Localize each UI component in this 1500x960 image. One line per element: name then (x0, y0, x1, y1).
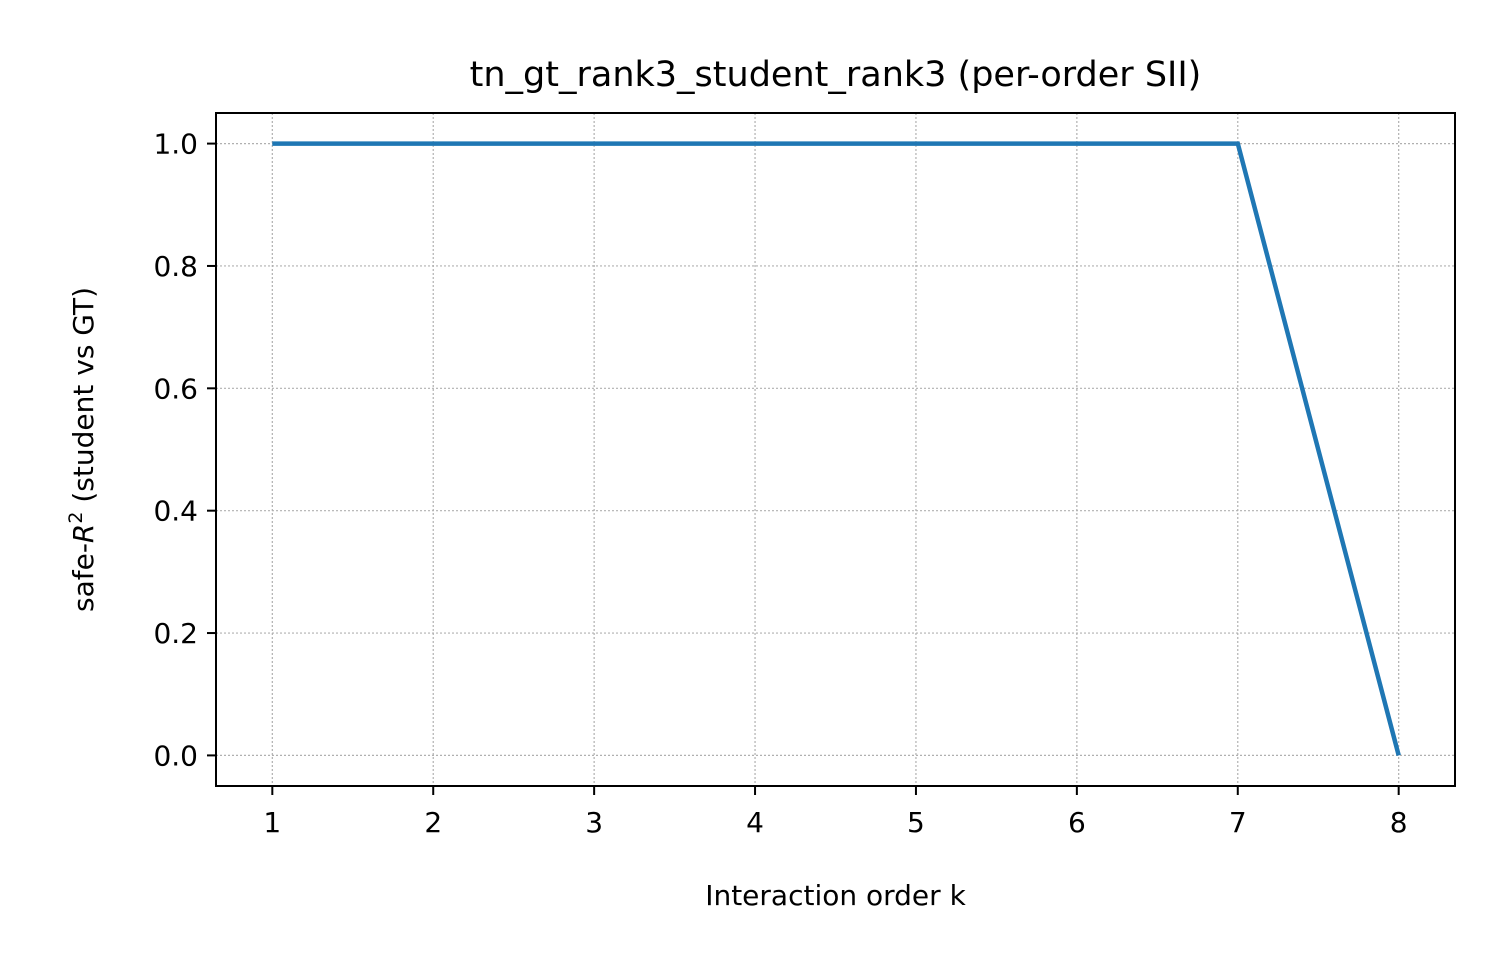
y-label-prefix: safe- (67, 543, 100, 612)
x-tick-label: 3 (585, 806, 603, 839)
series-line (272, 141, 1401, 756)
y-axis-label: safe-R2 (student vs GT) (65, 287, 100, 612)
y-label-superscript: 2 (65, 512, 87, 524)
x-tick-label: 5 (907, 806, 925, 839)
y-tick-label: 0.0 (153, 739, 198, 772)
x-tick-label: 2 (424, 806, 442, 839)
y-tick-label: 1.0 (153, 128, 198, 161)
y-tick-label: 0.8 (153, 250, 198, 283)
y-label-suffix: (student vs GT) (67, 287, 100, 512)
series-layer (272, 141, 1401, 756)
x-tick-label: 4 (746, 806, 764, 839)
x-tick-label: 1 (263, 806, 281, 839)
y-tick-label: 0.2 (153, 617, 198, 650)
plot-frame (215, 112, 1456, 787)
y-tick-label: 0.4 (153, 495, 198, 528)
x-tick-label: 8 (1390, 806, 1408, 839)
y-axis-ticks: 0.0 0.2 0.4 0.6 0.8 1.0 (153, 128, 216, 772)
grid (216, 113, 1455, 786)
chart-title: tn_gt_rank3_student_rank3 (per-order SII… (470, 55, 1202, 95)
x-axis-ticks: 1 2 3 4 5 6 7 8 (263, 786, 1408, 839)
x-tick-label: 7 (1229, 806, 1247, 839)
x-tick-label: 6 (1068, 806, 1086, 839)
y-label-variable: R (67, 524, 100, 543)
x-axis-label: Interaction order k (705, 879, 966, 912)
y-tick-label: 0.6 (153, 372, 198, 405)
